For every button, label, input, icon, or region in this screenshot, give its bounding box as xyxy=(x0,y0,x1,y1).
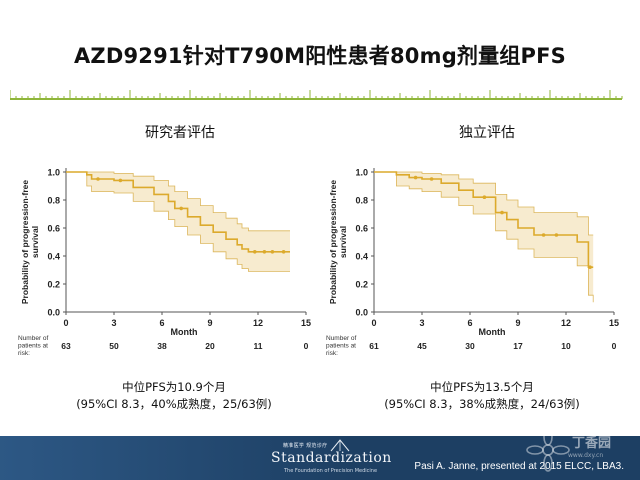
risk-table-label: Number of xyxy=(326,335,357,342)
censor-mark xyxy=(281,250,286,254)
median-pfs-text: 中位PFS为13.5个月 xyxy=(430,380,534,394)
at-risk-count: 17 xyxy=(513,341,523,351)
censor-mark xyxy=(541,233,546,237)
x-tick-label: 6 xyxy=(159,318,164,328)
x-axis-label: Month xyxy=(479,327,506,337)
y-tick-label: 0.8 xyxy=(355,196,368,206)
censor-mark xyxy=(118,178,123,183)
median-pfs-text: 中位PFS为10.9个月 xyxy=(122,380,226,394)
censor-mark xyxy=(588,265,592,269)
footer-bar xyxy=(0,436,640,480)
at-risk-count: 45 xyxy=(417,341,427,351)
at-risk-count: 30 xyxy=(465,341,475,351)
panel-title-independent: 独立评估 xyxy=(459,125,515,141)
km-curve xyxy=(374,171,594,268)
at-risk-count: 0 xyxy=(612,341,617,351)
censor-mark xyxy=(253,250,257,254)
ci-upper-line xyxy=(66,171,290,232)
censor-mark xyxy=(500,210,504,215)
censor-mark xyxy=(262,250,267,254)
brand-name: Standardization xyxy=(271,450,392,466)
x-tick-label: 0 xyxy=(63,318,68,328)
y-tick-label: 0.6 xyxy=(47,224,60,234)
y-tick-label: 0.2 xyxy=(355,280,368,290)
x-tick-label: 3 xyxy=(419,318,424,328)
y-tick-label: 1.0 xyxy=(47,168,60,178)
x-axis-label: Month xyxy=(171,327,198,337)
at-risk-count: 10 xyxy=(561,341,571,351)
ruler-divider xyxy=(10,90,623,100)
footer-gradient xyxy=(0,436,640,480)
x-tick-label: 12 xyxy=(561,318,571,328)
brand-slogan: 精准医学 规范诊疗 xyxy=(283,443,328,449)
median-note-independent: 中位PFS为13.5个月 (95%CI 8.3，38%成熟度，24/63例) xyxy=(332,379,632,413)
at-risk-count: 20 xyxy=(205,341,215,351)
y-tick-label: 0.6 xyxy=(355,224,368,234)
x-tick-label: 3 xyxy=(111,318,116,328)
y-axis-label: Probability of progression-freesurvival xyxy=(328,180,348,304)
x-tick-label: 15 xyxy=(301,318,311,328)
at-risk-count: 11 xyxy=(254,341,263,351)
censor-mark xyxy=(554,233,559,237)
risk-table-label: Number of xyxy=(18,335,49,342)
censor-mark xyxy=(482,195,487,199)
y-tick-label: 0.0 xyxy=(355,308,368,318)
risk-table-label: patients at xyxy=(18,343,48,350)
risk-table-label: risk: xyxy=(326,350,338,356)
citation-text: Pasi A. Janne, presented at 2015 ELCC, L… xyxy=(414,461,624,472)
ci-lower-line xyxy=(374,171,594,303)
x-tick-label: 9 xyxy=(515,318,520,328)
ci-band xyxy=(374,172,594,303)
x-tick-label: 0 xyxy=(371,318,376,328)
panel-title-investigator: 研究者评估 xyxy=(145,125,215,141)
ci-band xyxy=(66,172,290,272)
watermark-url: www.dxy.cn xyxy=(568,452,604,459)
slide-title: AZD9291针对T790M阳性患者80mg剂量组PFS xyxy=(73,44,566,68)
x-tick-label: 6 xyxy=(467,318,472,328)
median-note-investigator: 中位PFS为10.9个月 (95%CI 8.3，40%成熟度，25/63例) xyxy=(24,379,324,413)
km-chart-investigator: 0.0 0.2 0.4 0.6 0.8 1.0 0 3 6 9 12 15 Month Probabili… xyxy=(18,168,311,357)
censor-mark xyxy=(96,177,100,181)
censor-mark xyxy=(429,177,434,181)
risk-table-label: risk: xyxy=(18,350,30,356)
censor-mark xyxy=(179,206,183,211)
watermark-text: 丁香园 xyxy=(572,436,612,451)
ci-maturity-text: (95%CI 8.3，38%成熟度，24/63例) xyxy=(384,397,580,411)
dxy-watermark-icon xyxy=(526,428,570,472)
standardization-logo-icon xyxy=(330,439,350,452)
y-tick-label: 0.4 xyxy=(355,252,368,262)
at-risk-count: 63 xyxy=(61,341,71,351)
y-tick-label: 0.2 xyxy=(47,280,60,290)
risk-table-label: patients at xyxy=(326,343,356,350)
at-risk-count: 0 xyxy=(304,341,309,351)
censor-mark xyxy=(413,175,418,180)
ci-maturity-text: (95%CI 8.3，40%成熟度，25/63例) xyxy=(76,397,272,411)
x-tick-label: 9 xyxy=(207,318,212,328)
km-chart-independent: 0.0 0.2 0.4 0.6 0.8 1.0 0 3 6 9 12 15 Month Probabili… xyxy=(326,168,619,357)
at-risk-count: 61 xyxy=(369,341,379,351)
x-tick-label: 15 xyxy=(609,318,619,328)
at-risk-count: 50 xyxy=(109,341,119,351)
y-tick-label: 0.4 xyxy=(47,252,60,262)
y-axis-label: Probability of progression-freesurvival xyxy=(20,180,40,304)
ci-upper-line xyxy=(374,171,594,236)
x-tick-label: 12 xyxy=(253,318,263,328)
brand-tagline: The Foundation of Precision Medicine xyxy=(284,468,378,474)
y-tick-label: 1.0 xyxy=(355,168,368,178)
y-tick-label: 0.8 xyxy=(47,196,60,206)
censor-mark xyxy=(270,250,275,254)
at-risk-count: 38 xyxy=(157,341,167,351)
y-tick-label: 0.0 xyxy=(47,308,60,318)
ci-lower-line xyxy=(66,171,290,272)
